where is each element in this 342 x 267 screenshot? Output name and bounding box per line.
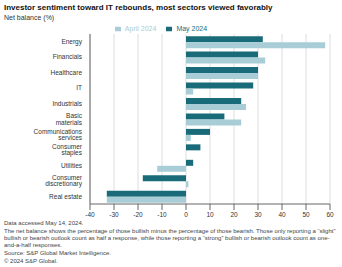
svg-text:Utilities: Utilities <box>61 162 83 169</box>
svg-text:Energy: Energy <box>61 38 82 46</box>
svg-text:50: 50 <box>302 211 310 218</box>
html-text:Investor sentiment toward IT r: Investor sentiment toward IT rebounds, m… <box>4 3 273 12</box>
svg-text:-30: -30 <box>109 211 119 218</box>
html-text:Data accessed May 14, 2024.: Data accessed May 14, 2024. <box>4 220 84 226</box>
svg-text:30: 30 <box>254 211 262 218</box>
svg-text:Consumerdiscretionary: Consumerdiscretionary <box>45 174 83 189</box>
svg-text:0: 0 <box>184 211 188 218</box>
svg-text:-20: -20 <box>133 211 143 218</box>
svg-text:-40: -40 <box>85 211 95 218</box>
html-text:© 2024 S&P Global.: © 2024 S&P Global. <box>4 258 58 264</box>
svg-text:20: 20 <box>230 211 238 218</box>
html-text:Source: S&P Global Market Inte: Source: S&P Global Market Intelligence. <box>4 250 111 256</box>
svg-text:60: 60 <box>326 211 334 218</box>
svg-text:Financials: Financials <box>53 53 83 60</box>
svg-text:Healthcare: Healthcare <box>51 69 83 76</box>
svg-text:10: 10 <box>206 211 214 218</box>
html-text:April 2024: April 2024 <box>124 25 157 32</box>
svg-text:Consumerstaples: Consumerstaples <box>52 143 83 158</box>
svg-text:Industrials: Industrials <box>52 100 82 107</box>
html-text:The net balance shows the perc: The net balance shows the percentage of … <box>4 228 336 248</box>
svg-text:Basicmaterials: Basicmaterials <box>56 112 83 126</box>
svg-text:-10: -10 <box>157 211 167 218</box>
svg-text:Real estate: Real estate <box>49 193 82 200</box>
svg-text:IT: IT <box>76 84 82 91</box>
svg-text:Communicationsservices: Communicationsservices <box>34 128 83 142</box>
html-text:May 2024: May 2024 <box>176 25 208 32</box>
html-text:Net balance (%): Net balance (%) <box>4 14 55 21</box>
svg-text:40: 40 <box>278 211 286 218</box>
